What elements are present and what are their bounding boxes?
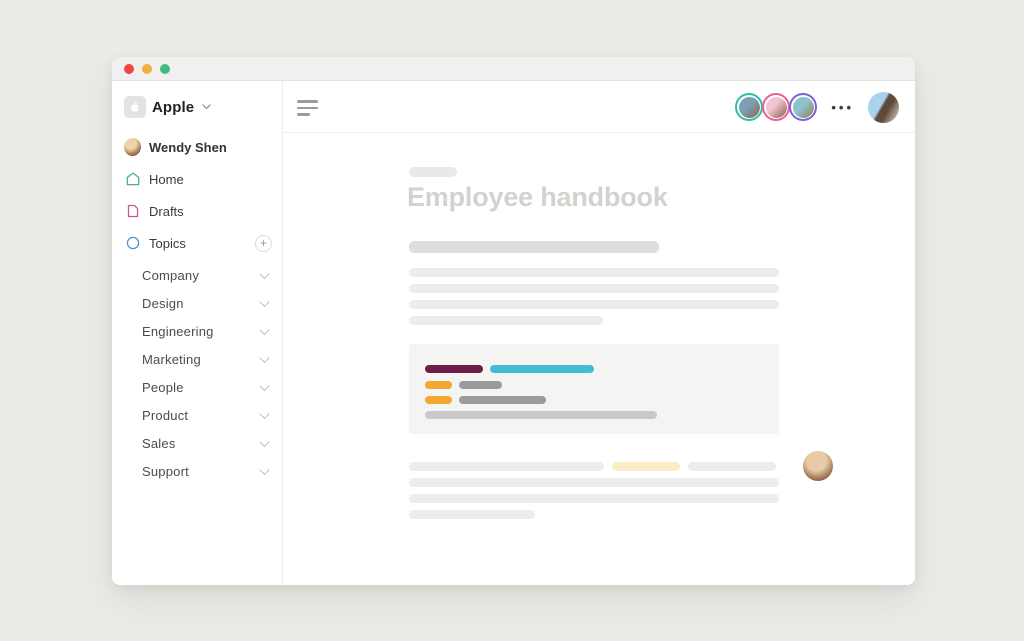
sidebar-item-drafts[interactable]: Drafts: [112, 195, 282, 227]
topic-label: Marketing: [142, 351, 201, 367]
text-placeholder-bar: [409, 300, 779, 309]
chevron-down-icon[interactable]: [259, 408, 270, 419]
sidebar-topic-engineering[interactable]: Engineering: [112, 317, 282, 345]
sidebar-topic-marketing[interactable]: Marketing: [112, 345, 282, 373]
text-placeholder-bar: [425, 365, 483, 373]
placeholder-row: [425, 365, 763, 373]
apple-logo: [124, 96, 146, 118]
text-placeholder-bar: [409, 462, 604, 471]
app-logo-icon[interactable]: [297, 100, 318, 116]
workspace-name: Apple: [152, 98, 195, 116]
placeholder-row: [409, 268, 779, 277]
collaborator-avatars: [735, 93, 818, 121]
home-icon: [124, 171, 141, 188]
placeholder-row: [409, 462, 779, 471]
drafts-icon: [124, 203, 141, 220]
text-placeholder-bar: [409, 268, 779, 277]
text-placeholder-bar: [409, 494, 779, 503]
placeholder-row: [409, 300, 779, 309]
text-placeholder-bar: [425, 396, 452, 404]
topic-label: Support: [142, 463, 189, 479]
more-options-button[interactable]: •••: [831, 99, 854, 115]
chevron-down-icon[interactable]: [259, 380, 270, 391]
topics-icon: [124, 235, 141, 252]
topic-label: Sales: [142, 435, 176, 451]
chevron-down-icon[interactable]: [259, 464, 270, 475]
collaborator-avatar[interactable]: [762, 93, 791, 121]
close-window-button[interactable]: [124, 63, 134, 74]
text-placeholder-bar: [425, 411, 657, 419]
sidebar-topic-support[interactable]: Support: [112, 457, 282, 485]
paragraph-skeleton: [409, 268, 779, 332]
main-area: ••• Employee handbook: [283, 81, 915, 584]
avatar: [738, 96, 760, 118]
highlight-placeholder: [612, 462, 680, 471]
collaborator-avatar[interactable]: [735, 93, 764, 121]
paragraph-skeleton: [409, 462, 779, 526]
sidebar-topic-company[interactable]: Company: [112, 261, 282, 289]
placeholder-row: [425, 396, 763, 404]
text-placeholder-bar: [409, 316, 603, 325]
document-canvas: Employee handbook: [283, 133, 915, 584]
sidebar-item-profile[interactable]: Wendy Shen: [112, 131, 282, 163]
topic-label: People: [142, 379, 184, 395]
sidebar-topic-people[interactable]: People: [112, 373, 282, 401]
placeholder-row: [409, 478, 779, 487]
sidebar-item-label: Home: [149, 171, 184, 187]
sidebar-item-label: Wendy Shen: [149, 139, 227, 155]
current-user-avatar[interactable]: [868, 91, 899, 123]
sidebar-item-label: Drafts: [149, 203, 184, 219]
placeholder-row: [409, 494, 779, 503]
sidebar-topic-product[interactable]: Product: [112, 401, 282, 429]
sidebar-nav: Wendy Shen Home Drafts: [112, 131, 282, 485]
app-window: Apple Wendy Shen Home: [112, 57, 915, 585]
placeholder-row: [409, 316, 779, 325]
text-placeholder-bar: [459, 381, 502, 389]
minimize-window-button[interactable]: [142, 63, 152, 74]
chevron-down-icon[interactable]: [259, 436, 270, 447]
chevron-down-icon[interactable]: [259, 324, 270, 335]
text-placeholder-bar: [409, 284, 779, 293]
workspace-switcher[interactable]: Apple: [124, 96, 282, 118]
placeholder-row: [409, 284, 779, 293]
topic-label: Engineering: [142, 323, 214, 339]
text-placeholder-bar: [459, 396, 546, 404]
placeholder-row: [425, 381, 763, 389]
comment-author-avatar[interactable]: [803, 451, 833, 481]
sidebar-topic-design[interactable]: Design: [112, 289, 282, 317]
collaborator-avatar[interactable]: [789, 93, 818, 121]
topics-list: Company Design Engineering Marketing People P…: [112, 261, 282, 485]
sidebar-item-topics[interactable]: Topics +: [112, 227, 282, 259]
sidebar-item-home[interactable]: Home: [112, 163, 282, 195]
avatar: [792, 96, 814, 118]
add-topic-button[interactable]: +: [255, 234, 272, 252]
subhead-placeholder: [409, 241, 659, 253]
topic-label: Design: [142, 295, 184, 311]
user-avatar: [124, 138, 141, 156]
placeholder-row: [425, 411, 763, 419]
text-placeholder-bar: [688, 462, 776, 471]
text-placeholder-bar: [425, 381, 452, 389]
topic-label: Product: [142, 407, 189, 423]
text-placeholder-bar: [409, 510, 535, 519]
placeholder-row: [409, 510, 779, 519]
chevron-down-icon: [202, 104, 211, 110]
window-title-bar: [112, 57, 915, 81]
zoom-window-button[interactable]: [160, 63, 170, 74]
avatar: [765, 96, 787, 118]
topic-label: Company: [142, 267, 200, 283]
sidebar: Apple Wendy Shen Home: [112, 81, 283, 584]
text-placeholder-bar: [409, 478, 779, 487]
sidebar-topic-sales[interactable]: Sales: [112, 429, 282, 457]
content-header: •••: [283, 81, 915, 133]
code-block-placeholder: [409, 344, 779, 434]
chevron-down-icon[interactable]: [259, 352, 270, 363]
text-placeholder-bar: [490, 365, 594, 373]
kicker-placeholder: [409, 167, 457, 177]
page-title[interactable]: Employee handbook: [407, 182, 668, 212]
chevron-down-icon[interactable]: [259, 268, 270, 279]
chevron-down-icon[interactable]: [259, 296, 270, 307]
sidebar-item-label: Topics: [149, 235, 186, 251]
